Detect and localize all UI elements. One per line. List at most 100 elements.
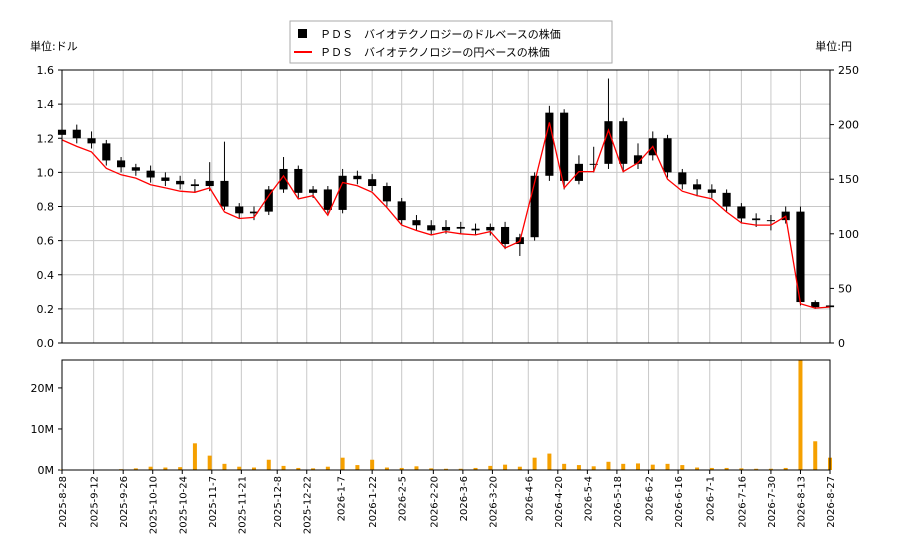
x-tick-label: 2026-4-6 [524,476,535,521]
candle-body [368,179,376,186]
volume-bar [651,465,655,470]
volume-bar [193,443,197,470]
candle-body [339,176,347,210]
x-tick-label: 2025-10-10 [149,476,160,534]
candle-body [619,121,627,164]
y-tick-label: 0.0 [37,337,55,350]
volume-bar [547,454,551,470]
x-tick-label: 2025-9-12 [90,476,101,528]
candle-body [663,138,671,172]
candle-body [117,160,125,167]
candle-body [427,225,435,230]
y-tick-label: 1.6 [37,64,55,77]
candle-body [752,218,760,220]
y-tick-label: 0.4 [37,269,55,282]
x-tick-label: 2026-3-6 [459,476,470,521]
candle-body [147,171,155,178]
x-tick-label: 2026-6-2 [645,476,656,521]
y-tick-label: 20M [31,382,55,395]
volume-bar [533,458,537,470]
volume-bar [282,466,286,470]
candle-body [206,181,214,186]
x-tick-label: 2026-2-5 [398,476,409,521]
candle-body [737,207,745,219]
y2-tick-label: 50 [838,282,852,295]
volume-bar [370,460,374,470]
volume-bar [562,464,566,470]
candle-body [235,207,243,214]
candle-body [442,227,450,230]
volume-bar [636,463,640,470]
y-tick-label: 0.2 [37,303,55,316]
candle-body [87,138,95,143]
candle-body [398,201,406,220]
y2-tick-label: 150 [838,173,859,186]
volume-bar [414,466,418,470]
x-tick-label: 2025-11-21 [237,476,248,534]
y2-tick-label: 250 [838,64,859,77]
y2-tick-label: 200 [838,119,859,132]
volume-bar [267,460,271,470]
volume-bar [621,464,625,470]
x-tick-label: 2026-5-4 [583,476,594,521]
x-tick-label: 2026-1-7 [337,476,348,521]
x-tick-label: 2025-12-8 [273,476,284,528]
candle-body [501,227,509,244]
volume-bar [680,465,684,470]
candle-body [324,189,332,209]
x-tick-label: 2026-1-22 [368,476,379,528]
x-tick-label: 2026-7-1 [706,476,717,521]
candle-body [132,167,140,170]
candle-body [471,229,479,231]
candle-body [309,189,317,192]
volume-bar [222,464,226,470]
y-tick-label: 1.2 [37,132,55,145]
legend-marker [298,29,307,38]
volume-bar [355,465,359,470]
y-tick-label: 1.4 [37,98,55,111]
candle-body [604,121,612,164]
x-tick-label: 2026-4-20 [554,476,565,528]
candle-body [767,220,775,221]
volume-bar [592,466,596,470]
x-tick-label: 2026-2-20 [429,476,440,528]
y2-tick-label: 100 [838,228,859,241]
x-tick-label: 2025-10-24 [178,476,189,534]
volume-bar [341,458,345,470]
x-tick-label: 2026-3-20 [488,476,499,528]
candle-body [383,186,391,201]
candle-body [560,113,568,181]
x-tick-label: 2026-5-18 [613,476,624,528]
candle-body [693,184,701,189]
x-tick-label: 2026-8-13 [796,476,807,528]
x-tick-label: 2026-8-27 [826,476,837,528]
candle-body [102,143,110,160]
candle-body [486,227,494,230]
volume-bar [488,466,492,470]
volume-bar [503,465,507,470]
candle-body [545,113,553,176]
candle-body [161,177,169,180]
y-tick-label: 10M [31,423,55,436]
candle-body [176,181,184,184]
x-tick-label: 2025-8-28 [58,476,69,528]
candle-body [73,130,81,139]
y-tick-label: 0M [38,464,55,477]
y-tick-label: 1.0 [37,166,55,179]
y-axis-unit: 単位:ドル [30,39,78,53]
candle-body [412,220,420,225]
candle-body [220,181,228,207]
candle-body [191,184,199,186]
candle-body [353,176,361,179]
x-tick-label: 2026-6-16 [674,476,685,528]
x-tick-label: 2026-7-16 [737,476,748,528]
candle-body [678,172,686,184]
volume-bar [577,465,581,470]
x-tick-label: 2025-12-22 [303,476,314,534]
volume-bar [606,462,610,470]
x-tick-label: 2026-7-30 [767,476,778,528]
y2-tick-label: 0 [838,337,845,350]
candle-body [457,227,465,229]
